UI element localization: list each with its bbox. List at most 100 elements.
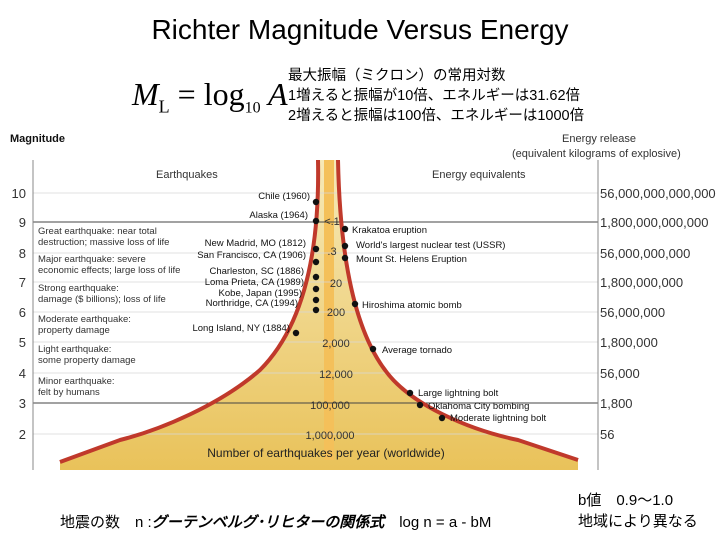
- earthquake-point: [312, 273, 320, 281]
- notable-earthquake: Charleston, SC (1886): [209, 266, 304, 277]
- magnitude-description: some property damage: [38, 355, 136, 366]
- formula-var-m: M: [132, 76, 159, 112]
- notable-earthquake: Loma Prieta, CA (1989): [205, 277, 304, 288]
- earthquake-point: [312, 217, 320, 225]
- energy-point: [416, 401, 424, 409]
- earthquake-point: [312, 245, 320, 253]
- axis-right-title: Energy release: [562, 133, 636, 145]
- energy-equivalent: Hiroshima atomic bomb: [362, 300, 462, 311]
- magnitude-description: damage ($ billions); loss of life: [38, 294, 166, 305]
- magnitude-tick: 7: [19, 275, 26, 290]
- notable-earthquake: New Madrid, MO (1812): [205, 238, 306, 249]
- energy-equivalent: World's largest nuclear test (USSR): [356, 240, 505, 251]
- energy-equivalent: Mount St. Helens Eruption: [356, 254, 467, 265]
- bottom-prefix: 地震の数 n :: [60, 514, 152, 531]
- energy-equivalent: Large lightning bolt: [418, 388, 499, 399]
- richter-formula: ML = log10 A: [132, 76, 288, 117]
- energy-tick: 1,800: [600, 396, 633, 411]
- curve-right: [336, 159, 579, 462]
- energy-tick: 56: [600, 427, 614, 442]
- relation-name: グーテンベルグ･リヒターの関係式: [151, 514, 385, 531]
- notable-earthquake: Northridge, CA (1994): [206, 298, 298, 309]
- note-line: 2増えると振幅は100倍、エネルギーは1000倍: [288, 108, 585, 124]
- earthquake-point: [312, 285, 320, 293]
- notable-earthquake: Kobe, Japan (1995): [219, 288, 302, 299]
- energy-tick: 56,000: [600, 366, 640, 381]
- energy-equivalent: Moderate lightning bolt: [450, 413, 546, 424]
- curve-left: [59, 159, 321, 464]
- header-energy: Energy equivalents: [432, 169, 526, 181]
- magnitude-tick: 6: [19, 305, 26, 320]
- magnitude-description: Great earthquake: near total: [38, 226, 157, 237]
- earthquake-count: <.1: [324, 216, 340, 228]
- notable-earthquake: Chile (1960): [258, 191, 310, 202]
- energy-tick: 1,800,000,000,000: [600, 215, 708, 230]
- formula-sub-l: L: [158, 96, 170, 117]
- earthquake-count: 200: [327, 307, 345, 319]
- energy-point: [438, 414, 446, 422]
- magnitude-description: Light earthquake:: [38, 344, 111, 355]
- axis-left-title: Magnitude: [10, 133, 65, 145]
- energy-tick: 56,000,000,000,000: [600, 186, 716, 201]
- magnitude-tick: 8: [19, 246, 26, 261]
- earthquake-point: [292, 329, 300, 337]
- b-value-region: 地域により異なる: [578, 513, 698, 530]
- energy-equivalent: Krakatoa eruption: [352, 225, 427, 236]
- energy-equivalent: Average tornado: [382, 345, 452, 356]
- energy-point: [341, 225, 349, 233]
- energy-tick: 56,000,000,000: [600, 246, 690, 261]
- magnitude-tick: 2: [19, 427, 26, 442]
- energy-point: [341, 254, 349, 262]
- earthquake-count: 100,000: [310, 400, 350, 412]
- energy-tick: 1,800,000,000: [600, 275, 683, 290]
- b-value-note: b値 0.9～1.0 地域により異なる: [578, 490, 698, 532]
- earthquake-count: 20: [330, 278, 342, 290]
- note-line: 1増えると振幅が10倍、エネルギーは31.62倍: [288, 88, 581, 104]
- axis-right-subtitle: (equivalent kilograms of explosive): [512, 148, 681, 160]
- energy-tick: 1,800,000: [600, 335, 658, 350]
- energy-equivalent: Oklahoma City bombing: [428, 401, 529, 412]
- notable-earthquake: San Francisco, CA (1906): [197, 250, 306, 261]
- magnitude-tick: 9: [19, 215, 26, 230]
- magnitude-tick: 5: [19, 335, 26, 350]
- magnitude-description: Minor earthquake:: [38, 376, 115, 387]
- header-earthquakes: Earthquakes: [156, 169, 218, 181]
- energy-point: [369, 345, 377, 353]
- magnitude-description: Strong earthquake:: [38, 283, 119, 294]
- energy-point: [406, 389, 414, 397]
- magnitude-description: destruction; massive loss of life: [38, 237, 169, 248]
- magnitude-description: property damage: [38, 325, 110, 336]
- formula-sub-10: 10: [244, 99, 261, 117]
- magnitude-tick: 3: [19, 396, 26, 411]
- formula-log: = log: [169, 76, 245, 112]
- energy-point: [341, 242, 349, 250]
- relation-formula: log n = a - bM: [384, 514, 492, 531]
- footer-label: Number of earthquakes per year (worldwid…: [207, 446, 444, 460]
- magnitude-tick: 4: [19, 366, 26, 381]
- earthquake-count: 1,000,000: [306, 430, 355, 442]
- magnitude-tick: 10: [12, 186, 26, 201]
- notable-earthquake: Long Island, NY (1884): [192, 323, 290, 334]
- note-line: 最大振幅（ミクロン）の常用対数: [288, 68, 506, 84]
- magnitude-description: Major earthquake: severe: [38, 254, 146, 265]
- earthquake-point: [312, 258, 320, 266]
- energy-point: [351, 300, 359, 308]
- earthquake-count: 12,000: [319, 369, 353, 381]
- earthquake-frequency-region: [60, 160, 578, 470]
- magnitude-description: felt by humans: [38, 387, 100, 398]
- earthquake-point: [312, 306, 320, 314]
- magnitude-description: economic effects; large loss of life: [38, 265, 180, 276]
- earthquake-count: .3: [327, 246, 336, 258]
- notable-earthquake: Alaska (1964): [249, 210, 308, 221]
- earthquake-point: [312, 198, 320, 206]
- b-value-line: b値 0.9～1.0: [578, 492, 674, 509]
- page-title: Richter Magnitude Versus Energy: [151, 14, 569, 45]
- gutenberg-richter-relation: 地震の数 n :グーテンベルグ･リヒターの関係式 log n = a - bM: [60, 511, 491, 532]
- earthquake-point: [312, 296, 320, 304]
- notes: 最大振幅（ミクロン）の常用対数 1増えると振幅が10倍、エネルギーは31.62倍…: [288, 66, 584, 126]
- formula-var-a: A: [260, 76, 288, 112]
- earthquake-count: 2,000: [322, 338, 350, 350]
- energy-tick: 56,000,000: [600, 305, 665, 320]
- center-stem: [324, 160, 334, 460]
